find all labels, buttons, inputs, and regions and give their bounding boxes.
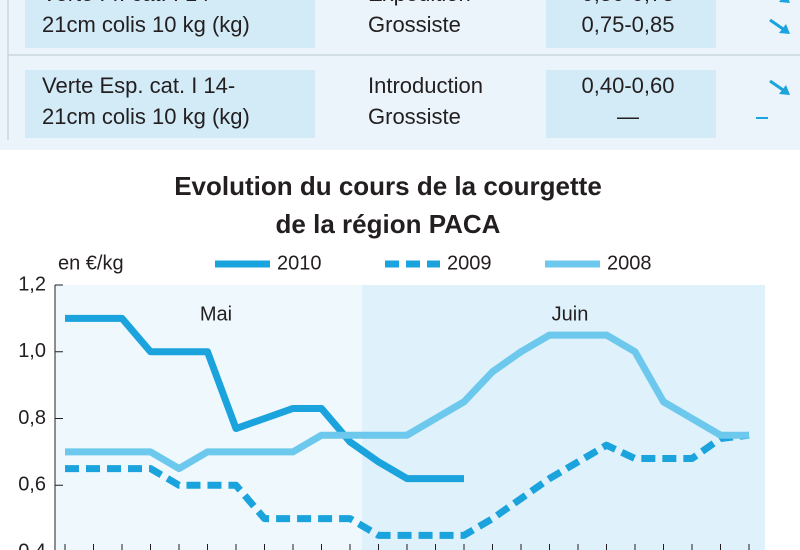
cell-text: 0,75-0,85 xyxy=(582,12,675,37)
y-tick-label: 0,4 xyxy=(18,540,46,550)
month-label: Mai xyxy=(200,303,232,325)
cell-text: 21cm colis 10 kg (kg) xyxy=(42,12,250,37)
month-band xyxy=(55,285,362,550)
table: Verte Fr. cat. I 14- 21cm colis 10 kg (kg… xyxy=(25,0,790,138)
legend-label: 2008 xyxy=(607,252,652,274)
y-tick-label: 1,2 xyxy=(18,273,46,295)
cell-text: Verte Esp. cat. I 14- xyxy=(42,73,235,98)
cell-text: — xyxy=(617,104,639,129)
month-band xyxy=(362,285,765,550)
cell-background xyxy=(546,70,716,138)
cell-text: 21cm colis 10 kg (kg) xyxy=(42,104,250,129)
y-tick-label: 0,6 xyxy=(18,474,46,496)
cell-text: Grossiste xyxy=(368,12,461,37)
cell-text: Expédition xyxy=(368,0,471,6)
y-tick-label: 1,0 xyxy=(18,340,46,362)
cell-text: Verte Fr. cat. I 14- xyxy=(42,0,217,6)
trend-arrow-head xyxy=(779,85,790,95)
cell-text: Introduction xyxy=(368,73,483,98)
legend-label: 2010 xyxy=(277,252,322,274)
cell-background xyxy=(25,70,315,138)
series-line xyxy=(65,331,749,473)
chart-title: de la région PACA xyxy=(276,209,501,239)
series-line xyxy=(65,431,750,539)
chart: Evolution du cours de la courgette de la … xyxy=(18,171,765,550)
legend-label: 2009 xyxy=(447,252,492,274)
series-line xyxy=(65,314,464,483)
y-axis-label: en €/kg xyxy=(58,252,124,274)
cell-background xyxy=(25,0,315,48)
month-label: Juin xyxy=(552,303,589,325)
trend-arrow-head xyxy=(779,24,790,34)
y-tick-label: 0,8 xyxy=(18,407,46,429)
cell-text: 0,50-0,75 xyxy=(582,0,675,6)
trend-arrow-head xyxy=(779,0,790,3)
cell-text: Grossiste xyxy=(368,104,461,129)
cell-background xyxy=(546,0,716,48)
chart-title: Evolution du cours de la courgette xyxy=(174,171,602,201)
cell-text: 0,40-0,60 xyxy=(582,73,675,98)
